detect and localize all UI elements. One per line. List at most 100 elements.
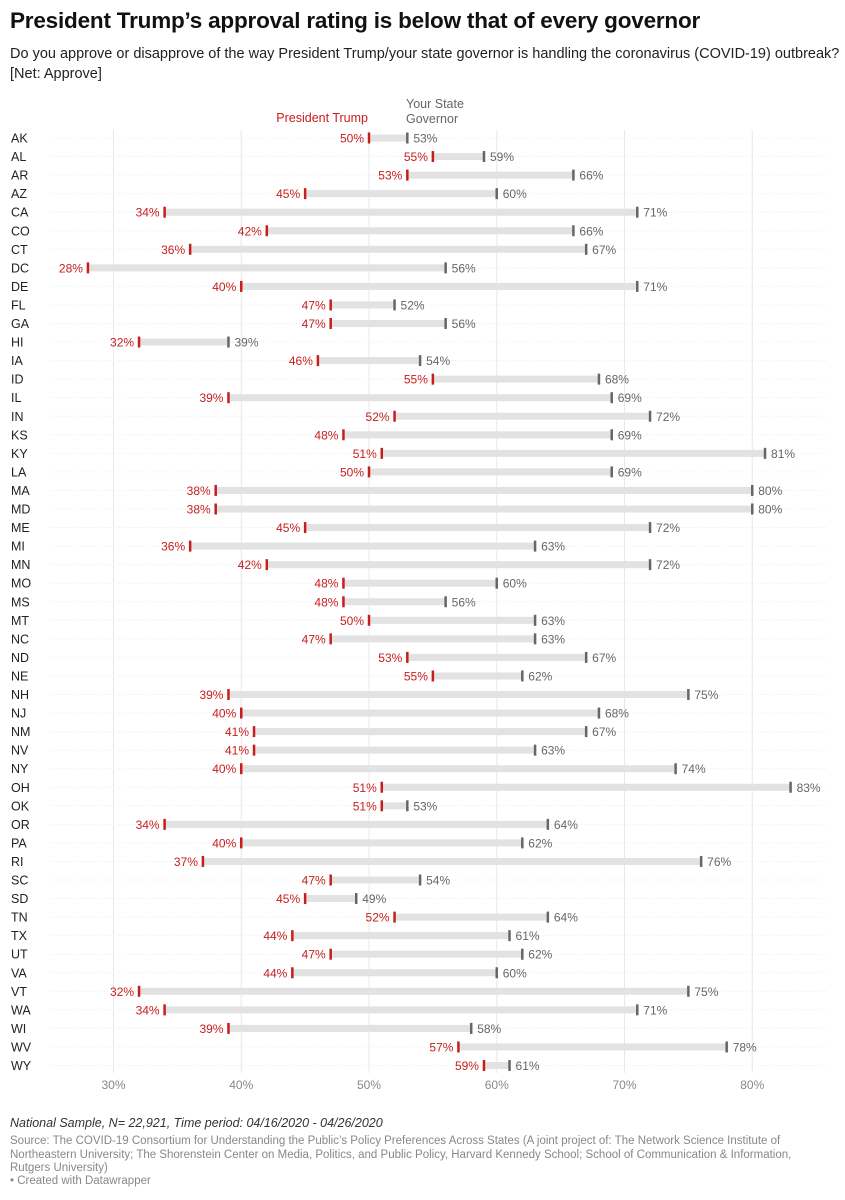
state-label: WV: [11, 1040, 32, 1054]
range-bar: [330, 876, 421, 884]
trump-value-label: 52%: [366, 911, 390, 925]
trump-marker: [188, 243, 192, 255]
governor-marker: [521, 670, 524, 682]
governor-marker: [648, 522, 652, 534]
governor-marker: [444, 262, 447, 274]
governor-value-label: 53%: [413, 132, 437, 146]
data-row-ct: CT 36% 67%: [11, 243, 825, 257]
data-row-ks: KS 48% 69%: [11, 428, 825, 442]
data-row-de: DE 40% 71%: [11, 280, 825, 294]
range-bar: [381, 449, 766, 457]
trump-marker: [393, 911, 396, 923]
data-row-ri: RI 37% 76%: [11, 855, 825, 869]
data-row-tx: TX 44% 61%: [11, 929, 825, 943]
data-row-me: ME 45% 72%: [11, 521, 825, 535]
trump-value-label: 47%: [302, 874, 326, 888]
trump-marker: [201, 855, 205, 867]
data-row-nj: NJ 40% 68%: [11, 707, 825, 721]
trump-value-label: 53%: [378, 169, 402, 183]
data-row-mo: MO 48% 60%: [11, 577, 825, 591]
data-row-ne: NE 55% 62%: [11, 669, 825, 683]
state-label: FL: [11, 298, 26, 312]
trump-value-label: 40%: [212, 707, 236, 721]
range-plot: President Trump Your State Governor AK 50…: [11, 97, 825, 1092]
state-label: NH: [11, 688, 29, 702]
x-tick-label: 60%: [485, 1078, 509, 1092]
data-row-wy: WY 59% 61%: [11, 1059, 825, 1073]
governor-value-label: 76%: [707, 855, 731, 869]
range-bar: [139, 338, 229, 346]
range-bar: [266, 561, 651, 569]
data-row-nh: NH 39% 75%: [11, 688, 825, 702]
governor-marker: [406, 132, 409, 144]
range-bar: [164, 1006, 638, 1014]
trump-value-label: 48%: [314, 428, 338, 442]
trump-marker: [431, 373, 435, 385]
trump-marker: [227, 392, 230, 404]
trump-value-label: 39%: [199, 391, 223, 405]
trump-value-label: 37%: [174, 855, 198, 869]
trump-value-label: 45%: [276, 187, 300, 201]
state-label: WA: [11, 1003, 31, 1017]
data-row-oh: OH 51% 83%: [11, 781, 825, 795]
governor-value-label: 75%: [694, 985, 718, 999]
governor-marker: [584, 651, 588, 663]
trump-value-label: 48%: [314, 577, 338, 591]
governor-marker: [597, 707, 601, 719]
trump-value-label: 55%: [404, 669, 428, 683]
trump-marker: [86, 262, 90, 274]
trump-marker: [163, 1004, 166, 1016]
state-label: TN: [11, 911, 28, 925]
governor-value-label: 63%: [541, 632, 565, 646]
data-row-ok: OK 51% 53%: [11, 799, 825, 813]
governor-marker: [444, 318, 447, 329]
governor-marker: [406, 800, 409, 812]
trump-marker: [240, 280, 243, 292]
trump-value-label: 51%: [353, 447, 377, 461]
trump-marker: [380, 800, 384, 812]
state-label: MT: [11, 614, 29, 628]
governor-marker: [636, 280, 639, 292]
governor-marker: [725, 1041, 728, 1053]
governor-marker: [533, 633, 537, 645]
range-bar: [202, 857, 702, 865]
data-row-ga: GA 47% 56%: [11, 317, 825, 331]
governor-value-label: 69%: [618, 465, 642, 479]
state-label: LA: [11, 465, 27, 479]
trump-marker: [342, 429, 345, 441]
trump-marker: [482, 1060, 486, 1071]
governor-value-label: 72%: [656, 410, 680, 424]
data-row-nm: NM 41% 67%: [11, 725, 825, 739]
governor-value-label: 66%: [579, 224, 603, 238]
trump-value-label: 48%: [314, 595, 338, 609]
data-row-fl: FL 47% 52%: [11, 298, 825, 312]
trump-marker: [380, 781, 384, 793]
governor-value-label: 62%: [528, 948, 552, 962]
governor-value-label: 56%: [452, 317, 476, 331]
governor-value-label: 62%: [528, 836, 552, 850]
data-rows: AK 50% 53% AL 55% 59% AR 53% 66% AZ 45% 60% CA 34% 71%…: [11, 132, 825, 1073]
governor-value-label: 81%: [771, 447, 795, 461]
trump-value-label: 46%: [289, 354, 313, 368]
state-label: GA: [11, 317, 30, 331]
trump-value-label: 34%: [136, 1003, 160, 1017]
trump-value-label: 38%: [187, 484, 211, 498]
range-bar: [432, 672, 523, 680]
governor-marker: [674, 763, 677, 775]
governor-marker: [546, 911, 550, 923]
range-bar: [87, 264, 446, 272]
state-label: VA: [11, 966, 27, 980]
trump-value-label: 40%: [212, 280, 236, 294]
governor-marker: [418, 355, 422, 367]
governor-marker: [444, 596, 447, 608]
governor-value-label: 63%: [541, 540, 565, 554]
trump-marker: [406, 651, 409, 663]
trump-marker: [240, 837, 243, 849]
trump-value-label: 28%: [59, 261, 83, 275]
governor-marker: [354, 893, 358, 905]
range-bar: [394, 412, 651, 420]
trump-value-label: 55%: [404, 373, 428, 387]
state-label: ME: [11, 521, 30, 535]
governor-value-label: 68%: [605, 707, 629, 721]
governor-marker: [521, 837, 524, 849]
